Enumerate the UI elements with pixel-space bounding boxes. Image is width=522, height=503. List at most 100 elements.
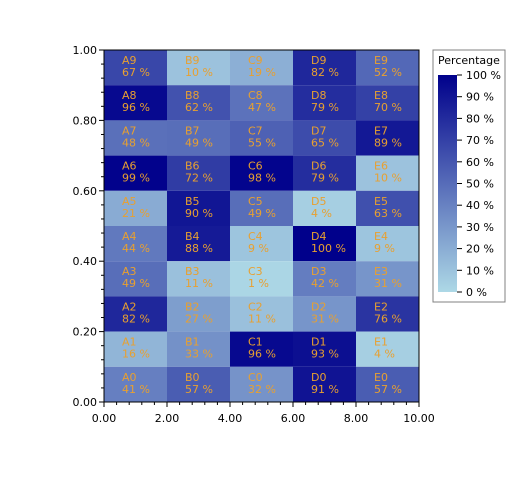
cell-value-label: 88 % bbox=[185, 242, 213, 255]
legend-tick-label: 20 % bbox=[466, 243, 494, 256]
x-axis: 0.00 2.00 4.00 6.00 8.00 10.00 bbox=[92, 402, 435, 425]
heatmap-cell bbox=[356, 366, 419, 402]
cell-label: A3 bbox=[122, 265, 137, 278]
cell-value-label: 52 % bbox=[374, 66, 402, 79]
legend-color-bar bbox=[438, 75, 457, 292]
cell-value-label: 48 % bbox=[122, 136, 150, 149]
legend-tick-label: 40 % bbox=[466, 199, 494, 212]
cell-label: E1 bbox=[374, 336, 388, 349]
cell-label: C5 bbox=[248, 195, 263, 208]
cell-label: A5 bbox=[122, 195, 137, 208]
heatmap-cell bbox=[167, 120, 230, 156]
heatmap-cell bbox=[293, 85, 356, 121]
heatmap-cell bbox=[356, 120, 419, 156]
heatmap-cell bbox=[230, 85, 293, 121]
cell-value-label: 41 % bbox=[122, 383, 150, 396]
cell-value-label: 79 % bbox=[311, 172, 339, 185]
cell-value-label: 33 % bbox=[185, 348, 213, 361]
cell-label: D2 bbox=[311, 300, 326, 313]
cell-label: E3 bbox=[374, 265, 388, 278]
cell-value-label: 4 % bbox=[311, 207, 332, 220]
cell-label: E9 bbox=[374, 54, 388, 67]
cell-value-label: 91 % bbox=[311, 383, 339, 396]
heatmap-cell bbox=[230, 296, 293, 332]
heatmap-cell bbox=[293, 190, 356, 226]
cell-label: C9 bbox=[248, 54, 263, 67]
cell-value-label: 99 % bbox=[122, 172, 150, 185]
heatmap-cell bbox=[104, 190, 167, 226]
heatmap-cell bbox=[356, 261, 419, 297]
cell-label: D1 bbox=[311, 336, 326, 349]
cell-value-label: 57 % bbox=[374, 383, 402, 396]
cell-value-label: 19 % bbox=[248, 66, 276, 79]
cell-value-label: 11 % bbox=[185, 277, 213, 290]
cell-value-label: 9 % bbox=[248, 242, 269, 255]
x-tick-label: 6.00 bbox=[281, 412, 306, 425]
cell-label: B1 bbox=[185, 336, 200, 349]
cell-value-label: 49 % bbox=[185, 136, 213, 149]
cell-label: E6 bbox=[374, 160, 388, 173]
heatmap-cell bbox=[230, 261, 293, 297]
heatmap-cell bbox=[104, 155, 167, 191]
cell-label: A2 bbox=[122, 300, 137, 313]
cell-label: A9 bbox=[122, 54, 137, 67]
cell-label: D0 bbox=[311, 371, 326, 384]
heatmap-cell bbox=[230, 190, 293, 226]
cell-label: C0 bbox=[248, 371, 263, 384]
heatmap-cell bbox=[104, 296, 167, 332]
cell-label: B4 bbox=[185, 230, 200, 243]
cell-label: A1 bbox=[122, 336, 137, 349]
cell-value-label: 76 % bbox=[374, 312, 402, 325]
heatmap-cell bbox=[167, 190, 230, 226]
cell-value-label: 49 % bbox=[248, 207, 276, 220]
cell-value-label: 42 % bbox=[311, 277, 339, 290]
legend-tick-label: 90 % bbox=[466, 91, 494, 104]
cell-label: A0 bbox=[122, 371, 137, 384]
cell-value-label: 47 % bbox=[248, 101, 276, 114]
heatmap-cell bbox=[167, 331, 230, 367]
heatmap-cell bbox=[104, 50, 167, 86]
cell-label: D6 bbox=[311, 160, 326, 173]
cell-label: C8 bbox=[248, 89, 263, 102]
legend-tick-label: 0 % bbox=[466, 286, 487, 299]
heatmap-cell bbox=[230, 226, 293, 262]
cell-value-label: 11 % bbox=[248, 312, 276, 325]
x-tick-label: 4.00 bbox=[218, 412, 243, 425]
cell-value-label: 89 % bbox=[374, 136, 402, 149]
heatmap-cell bbox=[293, 155, 356, 191]
cell-label: D3 bbox=[311, 265, 326, 278]
cell-label: B9 bbox=[185, 54, 200, 67]
heatmap-cell bbox=[293, 120, 356, 156]
cell-label: A8 bbox=[122, 89, 137, 102]
heatmap-cell bbox=[293, 331, 356, 367]
legend-tick-label: 100 % bbox=[466, 69, 501, 82]
heatmap-cell bbox=[104, 226, 167, 262]
heatmap-cell bbox=[293, 366, 356, 402]
legend-title: Percentage bbox=[438, 54, 500, 67]
legend-tick-label: 50 % bbox=[466, 178, 494, 191]
cell-value-label: 70 % bbox=[374, 101, 402, 114]
heatmap-cell bbox=[356, 296, 419, 332]
cell-value-label: 93 % bbox=[311, 348, 339, 361]
cell-value-label: 10 % bbox=[374, 172, 402, 185]
cell-value-label: 63 % bbox=[374, 207, 402, 220]
heatmap-cell bbox=[104, 120, 167, 156]
cell-value-label: 32 % bbox=[248, 383, 276, 396]
cell-value-label: 16 % bbox=[122, 348, 150, 361]
heatmap-cell bbox=[356, 85, 419, 121]
legend-tick-label: 80 % bbox=[466, 112, 494, 125]
cell-label: C7 bbox=[248, 124, 263, 137]
legend-tick-label: 30 % bbox=[466, 221, 494, 234]
cell-label: E0 bbox=[374, 371, 388, 384]
cell-label: D7 bbox=[311, 124, 326, 137]
cell-label: B7 bbox=[185, 124, 200, 137]
cell-value-label: 31 % bbox=[374, 277, 402, 290]
y-tick-label: 0.80 bbox=[73, 114, 98, 127]
heatmap-cell bbox=[230, 155, 293, 191]
cell-label: B2 bbox=[185, 300, 200, 313]
heatmap-cell bbox=[167, 50, 230, 86]
x-tick-label: 0.00 bbox=[92, 412, 117, 425]
cell-label: C6 bbox=[248, 160, 263, 173]
cell-value-label: 65 % bbox=[311, 136, 339, 149]
